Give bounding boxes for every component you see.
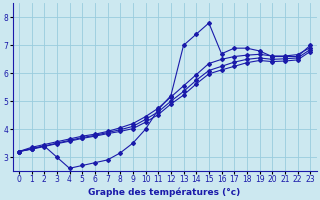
X-axis label: Graphe des températures (°c): Graphe des températures (°c) — [88, 187, 241, 197]
